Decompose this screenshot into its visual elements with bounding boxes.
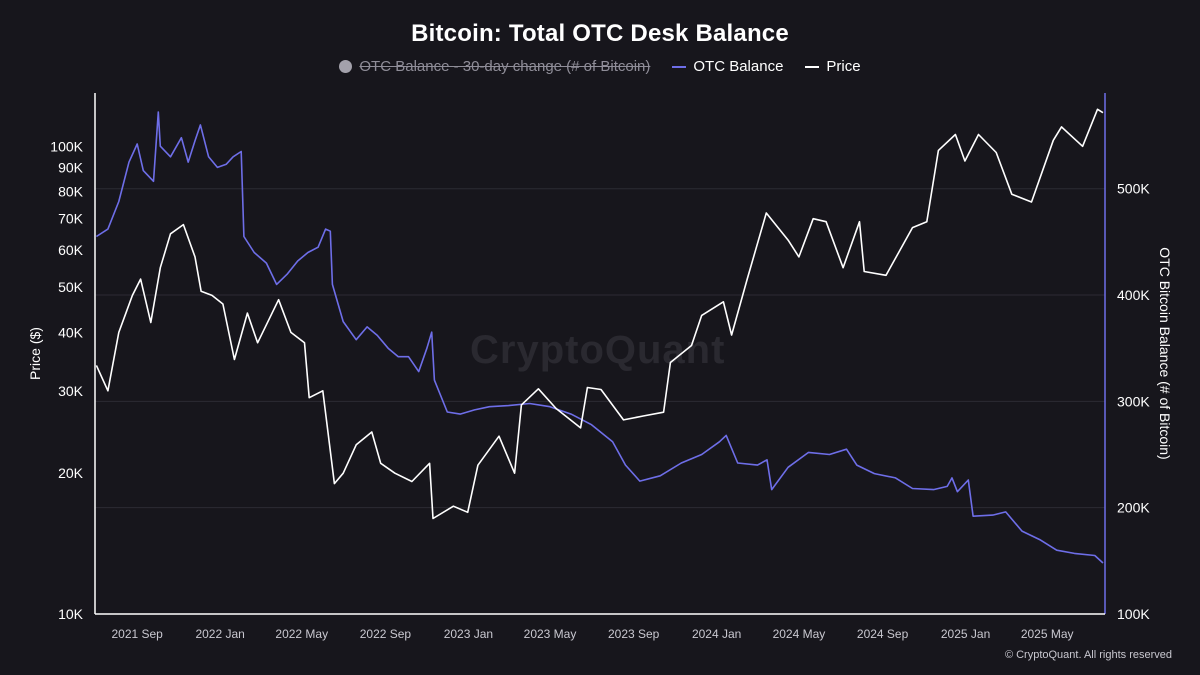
y-right-tick-label: 500K: [1117, 181, 1150, 197]
y-left-tick-label: 70K: [58, 211, 84, 227]
watermark: CryptoQuant: [470, 328, 726, 372]
legend-item-otc-balance[interactable]: OTC Balance: [672, 58, 783, 75]
copyright-notice: © CryptoQuant. All rights reserved: [1004, 649, 1172, 661]
y-right-tick-label: 200K: [1117, 500, 1150, 516]
x-tick-label: 2023 Sep: [608, 627, 660, 641]
x-tick-label: 2021 Sep: [111, 627, 163, 641]
x-tick-label: 2023 May: [524, 627, 577, 641]
x-tick-label: 2023 Jan: [444, 627, 493, 641]
price-line: [95, 108, 1104, 520]
x-tick-label: 2024 Jan: [692, 627, 741, 641]
y-left-tick-label: 50K: [58, 279, 84, 295]
x-tick-label: 2022 Jan: [195, 627, 244, 641]
y-right-axis-title: OTC Bitcoin Balance (# of Bitcoin): [1157, 247, 1173, 459]
chart-title: Bitcoin: Total OTC Desk Balance: [411, 20, 789, 47]
x-tick-label: 2025 Jan: [941, 627, 990, 641]
legend-label: OTC Balance - 30-day change (# of Bitcoi…: [359, 58, 651, 75]
y-left-tick-label: 60K: [58, 242, 84, 258]
x-tick-label: 2022 Sep: [360, 627, 412, 641]
x-tick-label: 2024 May: [773, 627, 826, 641]
legend-dot-icon: [339, 60, 353, 73]
legend-line-icon: [805, 65, 820, 68]
y-right-tick-label: 300K: [1117, 393, 1150, 409]
legend-label: Price: [826, 58, 861, 75]
y-left-tick-label: 30K: [58, 383, 84, 399]
y-left-axis-title: Price ($): [27, 327, 43, 380]
y-left-tick-label: 100K: [50, 138, 83, 154]
y-right-tick-label: 400K: [1117, 287, 1150, 303]
y-left-tick-label: 10K: [58, 606, 84, 622]
y-left-tick-label: 40K: [58, 324, 84, 340]
y-left-tick-label: 90K: [58, 160, 84, 176]
legend-item-price[interactable]: Price: [805, 58, 861, 75]
y-right-tick-label: 100K: [1117, 606, 1150, 622]
x-tick-label: 2022 May: [275, 627, 328, 641]
legend-label: OTC Balance: [693, 58, 784, 75]
y-left-tick-label: 20K: [58, 465, 84, 481]
legend-item-otc-30d-change[interactable]: OTC Balance - 30-day change (# of Bitcoi…: [339, 58, 650, 75]
chart-legend: OTC Balance - 30-day change (# of Bitcoi…: [0, 58, 1200, 75]
x-tick-label: 2024 Sep: [857, 627, 909, 641]
otc-balance-line: [95, 111, 1104, 564]
legend-line-icon: [672, 65, 687, 68]
y-left-tick-label: 80K: [58, 184, 84, 200]
x-tick-label: 2025 May: [1021, 627, 1074, 641]
